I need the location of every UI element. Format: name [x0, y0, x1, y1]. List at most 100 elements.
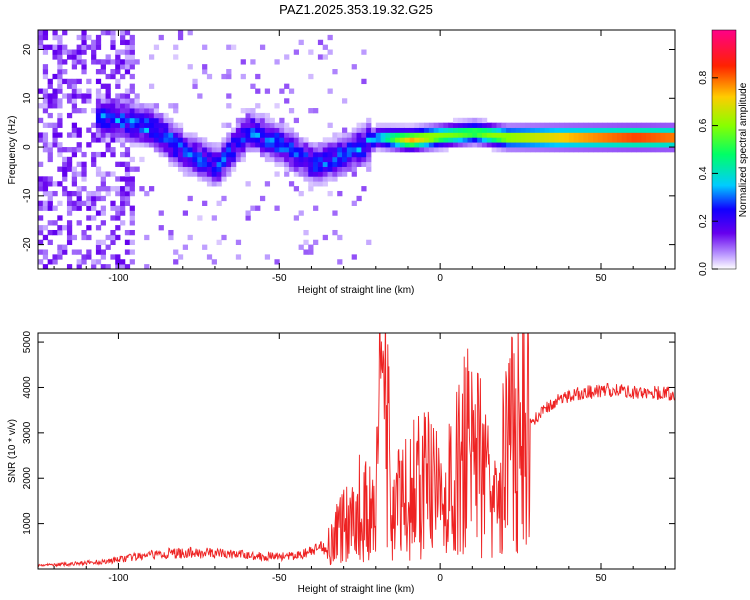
heatmap-cell [568, 142, 575, 148]
heatmap-cell [148, 83, 155, 89]
heatmap-cell [288, 137, 295, 143]
heatmap-cell [621, 132, 628, 138]
heatmap-cell [259, 151, 266, 158]
heatmap-cell [57, 147, 63, 153]
heatmap-cell [57, 39, 63, 46]
heatmap-cell [216, 239, 222, 246]
heatmap-cell [62, 244, 68, 250]
heatmap-cell [221, 142, 227, 148]
heatmap-cell [66, 83, 73, 89]
heatmap-cell [327, 176, 333, 182]
heatmap-cell [496, 127, 502, 133]
heatmap-cell [288, 127, 295, 133]
heatmap-cell [52, 190, 58, 197]
heatmap-cell [559, 122, 565, 128]
heatmap-cell [298, 171, 304, 177]
heatmap-cell [177, 254, 184, 260]
heatmap-cell [129, 112, 135, 119]
heatmap-cell [139, 186, 145, 192]
heatmap-cell [124, 249, 131, 255]
heatmap-cell [443, 127, 449, 133]
heatmap-cell [206, 156, 213, 163]
heatmap-cell [38, 117, 44, 124]
heatmap-cell [95, 137, 102, 143]
heatmap-cell [395, 137, 401, 143]
heatmap-cell [356, 147, 362, 153]
heatmap-cell [293, 161, 299, 167]
heatmap-cell [414, 147, 420, 153]
heatmap-cell [105, 234, 111, 241]
heatmap-cell [646, 127, 652, 133]
heatmap-cell [231, 132, 237, 138]
heatmap-cell [42, 176, 49, 182]
heatmap-cell [86, 234, 92, 241]
heatmap-cell [573, 122, 579, 128]
heatmap-cell [173, 259, 179, 265]
heatmap-cell [100, 59, 106, 65]
heatmap-cell [95, 151, 102, 158]
heatmap-cell [370, 137, 377, 143]
heatmap-cell [110, 132, 116, 138]
heatmap-cell [453, 132, 459, 138]
heatmap-cell [71, 249, 78, 255]
heatmap-cell [71, 64, 78, 70]
heatmap-cell [66, 264, 73, 269]
heatmap-cell [124, 264, 131, 269]
heatmap-cell [346, 161, 353, 167]
heatmap-cell [120, 151, 126, 158]
heatmap-cell [298, 161, 304, 167]
heatmap-cell [298, 137, 304, 143]
colorbar-gradient [711, 29, 737, 270]
heatmap-y-label: Frequency (Hz) [7, 116, 18, 185]
heatmap-cell [105, 98, 111, 104]
heatmap-cell [448, 142, 454, 148]
heatmap-cell [66, 220, 73, 226]
heatmap-cell [313, 181, 319, 187]
heatmap-cell [197, 176, 203, 182]
heatmap-cell [313, 161, 319, 167]
heatmap-cell [472, 142, 478, 148]
heatmap-cell [148, 54, 155, 60]
heatmap-cell [621, 137, 628, 143]
heatmap-cell [617, 142, 623, 148]
heatmap-cell [259, 142, 266, 148]
heatmap-cell [134, 103, 140, 109]
heatmap-cell [356, 127, 362, 133]
heatmap-cell [231, 44, 237, 50]
heatmap-cell [129, 132, 135, 138]
heatmap-cell [81, 259, 87, 265]
heatmap-cell [395, 132, 401, 138]
heatmap-cell [404, 142, 410, 148]
heatmap-cell [105, 59, 111, 65]
heatmap-cell [148, 122, 155, 128]
heatmap-cell [211, 151, 217, 158]
heatmap-cell [100, 122, 106, 128]
heatmap-ytick-label: 20 [22, 44, 33, 56]
heatmap-cell [120, 142, 126, 148]
heatmap-cell [491, 142, 497, 148]
heatmap-cell [139, 137, 145, 143]
heatmap-cell [264, 156, 271, 163]
heatmap-cell [279, 161, 285, 167]
heatmap-cell [76, 249, 82, 255]
heatmap-cell [129, 229, 135, 236]
heatmap-cell [322, 166, 328, 172]
heatmap-cell [346, 137, 353, 143]
heatmap-cell [356, 137, 362, 143]
heatmap-cell [66, 225, 73, 231]
heatmap-cell [535, 132, 541, 138]
heatmap-cell [351, 142, 357, 148]
heatmap-cell [76, 161, 82, 167]
heatmap-cell [76, 205, 82, 211]
heatmap-cell [100, 30, 106, 36]
heatmap-cell [269, 151, 275, 158]
heatmap-cell [453, 122, 459, 128]
heatmap-cell [670, 147, 675, 153]
heatmap-cell [95, 166, 102, 172]
heatmap-cell [211, 259, 217, 265]
heatmap-cell [298, 166, 304, 172]
heatmap-cell [404, 132, 410, 138]
heatmap-cell [240, 156, 246, 163]
heatmap-cell [240, 132, 246, 138]
heatmap-cell [57, 83, 63, 89]
